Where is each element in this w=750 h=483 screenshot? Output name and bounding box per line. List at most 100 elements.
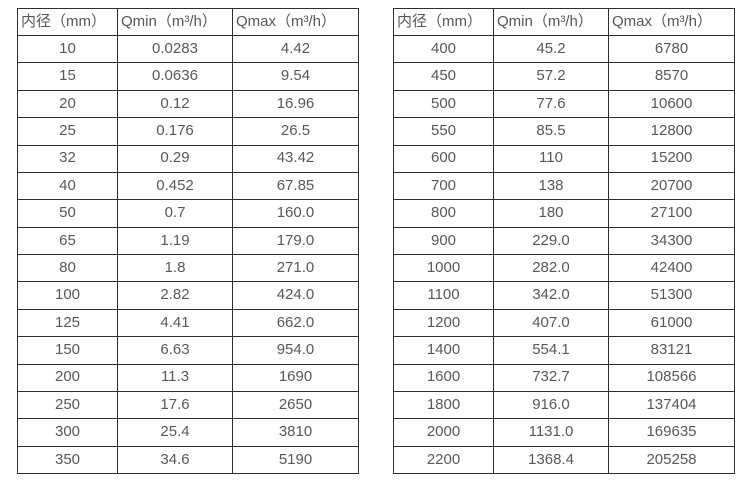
table-cell: 180	[493, 199, 609, 228]
table-head: 内径（mm） Qmin（m³/h） Qmax（m³/h）	[17, 8, 359, 36]
spec-table-right: 内径（mm） Qmin（m³/h） Qmax（m³/h） 400 45.2 6780…	[393, 8, 735, 475]
header-qmin: Qmin（m³/h）	[493, 8, 609, 36]
table-cell: 900	[393, 226, 494, 256]
table-cell: 150	[17, 336, 118, 365]
table-cell: 50	[17, 199, 118, 228]
table-cell: 2.82	[117, 281, 233, 310]
header-qmax: Qmax（m³/h）	[608, 8, 735, 36]
table-row: 150 6.63 954.0	[17, 336, 359, 365]
table-row: 800 180 27100	[393, 199, 735, 228]
table-cell: 2000	[393, 418, 494, 447]
table-cell: 20	[17, 89, 118, 119]
table-cell: 83121	[608, 336, 735, 365]
header-row: 内径（mm） Qmin（m³/h） Qmax（m³/h）	[393, 8, 735, 36]
table-cell: 1131.0	[493, 418, 609, 447]
table-cell: 100	[17, 281, 118, 310]
table-cell: 80	[17, 253, 118, 283]
table-cell: 2650	[232, 390, 359, 420]
table-row: 450 57.2 8570	[393, 62, 735, 91]
table-cell: 0.7	[117, 199, 233, 228]
table-cell: 169635	[608, 418, 735, 447]
table-row: 25 0.176 26.5	[17, 117, 359, 146]
table-cell: 4.41	[117, 308, 233, 338]
table-cell: 1.19	[117, 226, 233, 256]
table-cell: 1200	[393, 308, 494, 338]
header-qmin: Qmin（m³/h）	[117, 8, 233, 36]
table-cell: 16.96	[232, 89, 359, 119]
table-cell: 200	[17, 363, 118, 392]
table-cell: 25	[17, 117, 118, 146]
table-row: 1400 554.1 83121	[393, 336, 735, 365]
table-row: 1100 342.0 51300	[393, 281, 735, 310]
table-row: 550 85.5 12800	[393, 117, 735, 146]
table-cell: 9.54	[232, 62, 359, 91]
table-row: 2200 1368.4 205258	[393, 445, 735, 475]
table-cell: 34.6	[117, 445, 233, 475]
table-body: 10 0.0283 4.42 15 0.0636 9.54 20 0.12 16.96 25 0.1…	[17, 34, 359, 475]
table-cell: 0.452	[117, 171, 233, 201]
table-cell: 1690	[232, 363, 359, 392]
table-cell: 108566	[608, 363, 735, 392]
table-cell: 954.0	[232, 336, 359, 365]
table-cell: 0.0283	[117, 34, 233, 64]
table-cell: 160.0	[232, 199, 359, 228]
header-diameter: 内径（mm）	[393, 8, 494, 36]
table-cell: 12800	[608, 117, 735, 146]
table-cell: 1.8	[117, 253, 233, 283]
table-cell: 554.1	[493, 336, 609, 365]
table-cell: 450	[393, 62, 494, 91]
table-cell: 662.0	[232, 308, 359, 338]
table-body: 400 45.2 6780 450 57.2 8570 500 77.6 10600 550 85.…	[393, 34, 735, 475]
header-qmax: Qmax（m³/h）	[232, 8, 359, 36]
table-cell: 4.42	[232, 34, 359, 64]
table-cell: 1400	[393, 336, 494, 365]
table-row: 50 0.7 160.0	[17, 199, 359, 228]
table-row: 1600 732.7 108566	[393, 363, 735, 392]
table-cell: 0.29	[117, 144, 233, 173]
table-cell: 85.5	[493, 117, 609, 146]
table-cell: 27100	[608, 199, 735, 228]
spec-table-left: 内径（mm） Qmin（m³/h） Qmax（m³/h） 10 0.0283 4.4…	[17, 8, 359, 475]
table-row: 80 1.8 271.0	[17, 253, 359, 283]
table-cell: 8570	[608, 62, 735, 91]
table-row: 125 4.41 662.0	[17, 308, 359, 338]
table-row: 600 110 15200	[393, 144, 735, 173]
table-cell: 77.6	[493, 89, 609, 119]
table-row: 2000 1131.0 169635	[393, 418, 735, 447]
table-cell: 229.0	[493, 226, 609, 256]
table-cell: 342.0	[493, 281, 609, 310]
table-cell: 137404	[608, 390, 735, 420]
table-cell: 110	[493, 144, 609, 173]
table-cell: 15	[17, 62, 118, 91]
table-cell: 32	[17, 144, 118, 173]
table-cell: 67.85	[232, 171, 359, 201]
table-cell: 5190	[232, 445, 359, 475]
table-row: 65 1.19 179.0	[17, 226, 359, 256]
table-cell: 600	[393, 144, 494, 173]
table-cell: 10600	[608, 89, 735, 119]
table-row: 15 0.0636 9.54	[17, 62, 359, 91]
table-cell: 17.6	[117, 390, 233, 420]
table-cell: 34300	[608, 226, 735, 256]
table-cell: 20700	[608, 171, 735, 201]
table-cell: 1800	[393, 390, 494, 420]
table-cell: 26.5	[232, 117, 359, 146]
table-cell: 700	[393, 171, 494, 201]
table-row: 300 25.4 3810	[17, 418, 359, 447]
table-row: 700 138 20700	[393, 171, 735, 201]
table-cell: 10	[17, 34, 118, 64]
table-row: 350 34.6 5190	[17, 445, 359, 475]
table-cell: 1600	[393, 363, 494, 392]
table-cell: 11.3	[117, 363, 233, 392]
table-cell: 2200	[393, 445, 494, 475]
table-row: 20 0.12 16.96	[17, 89, 359, 119]
table-cell: 51300	[608, 281, 735, 310]
table-cell: 0.0636	[117, 62, 233, 91]
table-cell: 138	[493, 171, 609, 201]
table-cell: 350	[17, 445, 118, 475]
table-cell: 65	[17, 226, 118, 256]
table-cell: 45.2	[493, 34, 609, 64]
table-cell: 6780	[608, 34, 735, 64]
table-cell: 300	[17, 418, 118, 447]
